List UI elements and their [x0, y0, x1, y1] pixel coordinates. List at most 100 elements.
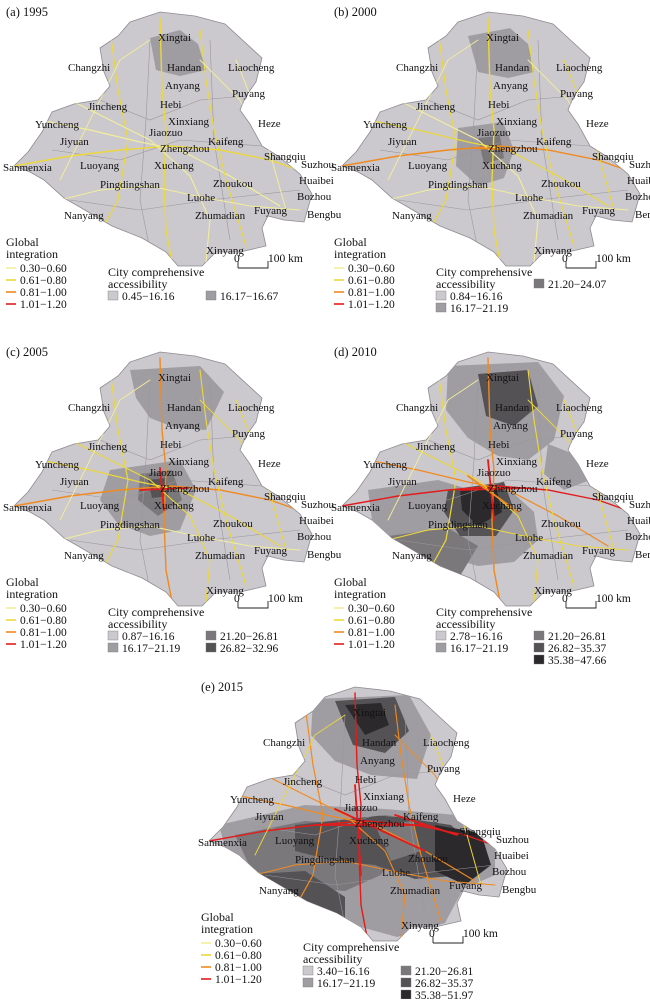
accessibility-class-label: 16.17−21.19	[450, 303, 508, 315]
boundary-line	[209, 39, 231, 241]
city-label: Heze	[586, 118, 609, 130]
city-label: Zhengzhou	[355, 818, 405, 830]
city-label: Bozhou	[297, 531, 332, 543]
accessibility-class-label: 26.82−35.37	[548, 643, 606, 655]
integration-class-label: 0.61−0.80	[215, 950, 262, 962]
city-label: Pingdingshan	[428, 179, 488, 191]
city-label: Jiyuan	[255, 811, 284, 823]
road-segment	[199, 369, 247, 587]
boundary-layer	[379, 39, 629, 251]
city-label: Fuyang	[582, 205, 616, 217]
legend-title: Global	[201, 910, 234, 924]
accessibility-title: City comprehensive	[436, 605, 532, 619]
accessibility-swatch	[435, 642, 447, 653]
accessibility-patch	[478, 370, 538, 426]
city-label: Zhumadian	[195, 550, 246, 562]
city-label: Zhumadian	[523, 210, 574, 222]
road-segment	[69, 439, 211, 603]
accessibility-class-label: 16.17−21.19	[122, 643, 180, 655]
road-segment	[367, 459, 609, 547]
city-label: Zhengzhou	[488, 483, 538, 495]
road-segment	[527, 29, 575, 247]
boundary-line	[209, 379, 231, 581]
accessibility-layer	[150, 30, 206, 76]
city-label: Shangqiu	[592, 151, 634, 163]
road-segment	[14, 145, 305, 173]
city-label: Bengbu	[635, 209, 650, 221]
city-label: Anyang	[360, 755, 395, 767]
city-label: Sanmenxia	[3, 502, 52, 514]
city-label: Handan	[167, 62, 202, 74]
boundary-line	[51, 139, 263, 161]
boundary-line	[99, 435, 247, 461]
accessibility-swatch	[205, 290, 217, 301]
accessibility-swatch	[533, 642, 545, 653]
city-label: Anyang	[165, 80, 200, 92]
city-label: Shangqiu	[459, 826, 501, 838]
city-label: Kaifeng	[403, 811, 439, 823]
city-label: Hebi	[355, 774, 376, 786]
accessibility-class-label: 21.20−26.81	[548, 631, 606, 643]
road-core	[459, 487, 527, 491]
accessibility-patch	[130, 366, 224, 430]
city-label: Heze	[453, 793, 476, 805]
city-label: Suzhou	[629, 499, 650, 511]
city-label: Zhumadian	[390, 885, 441, 897]
city-label: Luoyang	[275, 835, 315, 847]
accessibility-layer	[100, 366, 224, 536]
city-label: Nanyang	[64, 550, 104, 562]
scale-zero: 0	[234, 253, 240, 265]
road-segment	[342, 485, 633, 513]
boundary-line	[264, 864, 496, 886]
city-label: Jiyuan	[60, 476, 89, 488]
integration-class-label: 0.61−0.80	[348, 275, 395, 287]
accessibility-title: City comprehensive	[108, 605, 204, 619]
legend-title: integration	[6, 587, 58, 601]
city-label: Huaibei	[494, 850, 529, 862]
city-label: Zhumadian	[523, 550, 574, 562]
accessibility-swatch	[107, 290, 119, 301]
road-core	[159, 467, 165, 511]
city-label: Nanyang	[64, 210, 104, 222]
city-label: Changzhi	[396, 402, 438, 414]
city-label: Pingdingshan	[100, 179, 160, 191]
city-label: Kaifeng	[208, 136, 244, 148]
boundary-line	[139, 39, 151, 251]
city-label: Liaocheng	[228, 62, 275, 74]
city-label: Bengbu	[635, 549, 650, 561]
city-label: Suzhou	[301, 159, 335, 171]
city-label: Xinyang	[206, 245, 244, 257]
city-label: Yuncheng	[35, 459, 79, 471]
road-segment	[39, 119, 281, 207]
city-label: Nanyang	[392, 550, 432, 562]
road-segment	[69, 99, 211, 263]
accessibility-swatch	[533, 278, 545, 289]
scale-bar	[432, 936, 464, 944]
city-label: Bengbu	[307, 209, 342, 221]
legend-title: integration	[334, 587, 386, 601]
boundary-line	[379, 139, 591, 161]
panel-title: (d) 2010	[334, 345, 377, 359]
boundary-line	[294, 770, 442, 796]
accessibility-class-label: 21.20−26.81	[415, 966, 473, 978]
accessibility-swatch	[302, 977, 314, 988]
accessibility-title: accessibility	[108, 277, 167, 291]
road-segment	[234, 794, 476, 882]
accessibility-class-label: 35.38−51.97	[415, 990, 473, 999]
city-label: Xuchang	[482, 500, 522, 512]
city-label: Puyang	[232, 88, 266, 100]
city-label: Kaifeng	[536, 136, 572, 148]
legend-title: Global	[334, 235, 367, 249]
integration-class-label: 0.81−1.00	[348, 627, 395, 639]
scale-label: 100 km	[596, 593, 631, 605]
integration-class-label: 0.81−1.00	[348, 287, 395, 299]
accessibility-swatch	[205, 642, 217, 653]
city-label: Handan	[495, 62, 530, 74]
city-label: Bozhou	[492, 866, 527, 878]
integration-class-label: 0.61−0.80	[348, 615, 395, 627]
legend-title: integration	[334, 247, 386, 261]
city-label: Luoyang	[408, 160, 448, 172]
legend-title: Global	[6, 575, 39, 589]
accessibility-title: City comprehensive	[436, 265, 532, 279]
